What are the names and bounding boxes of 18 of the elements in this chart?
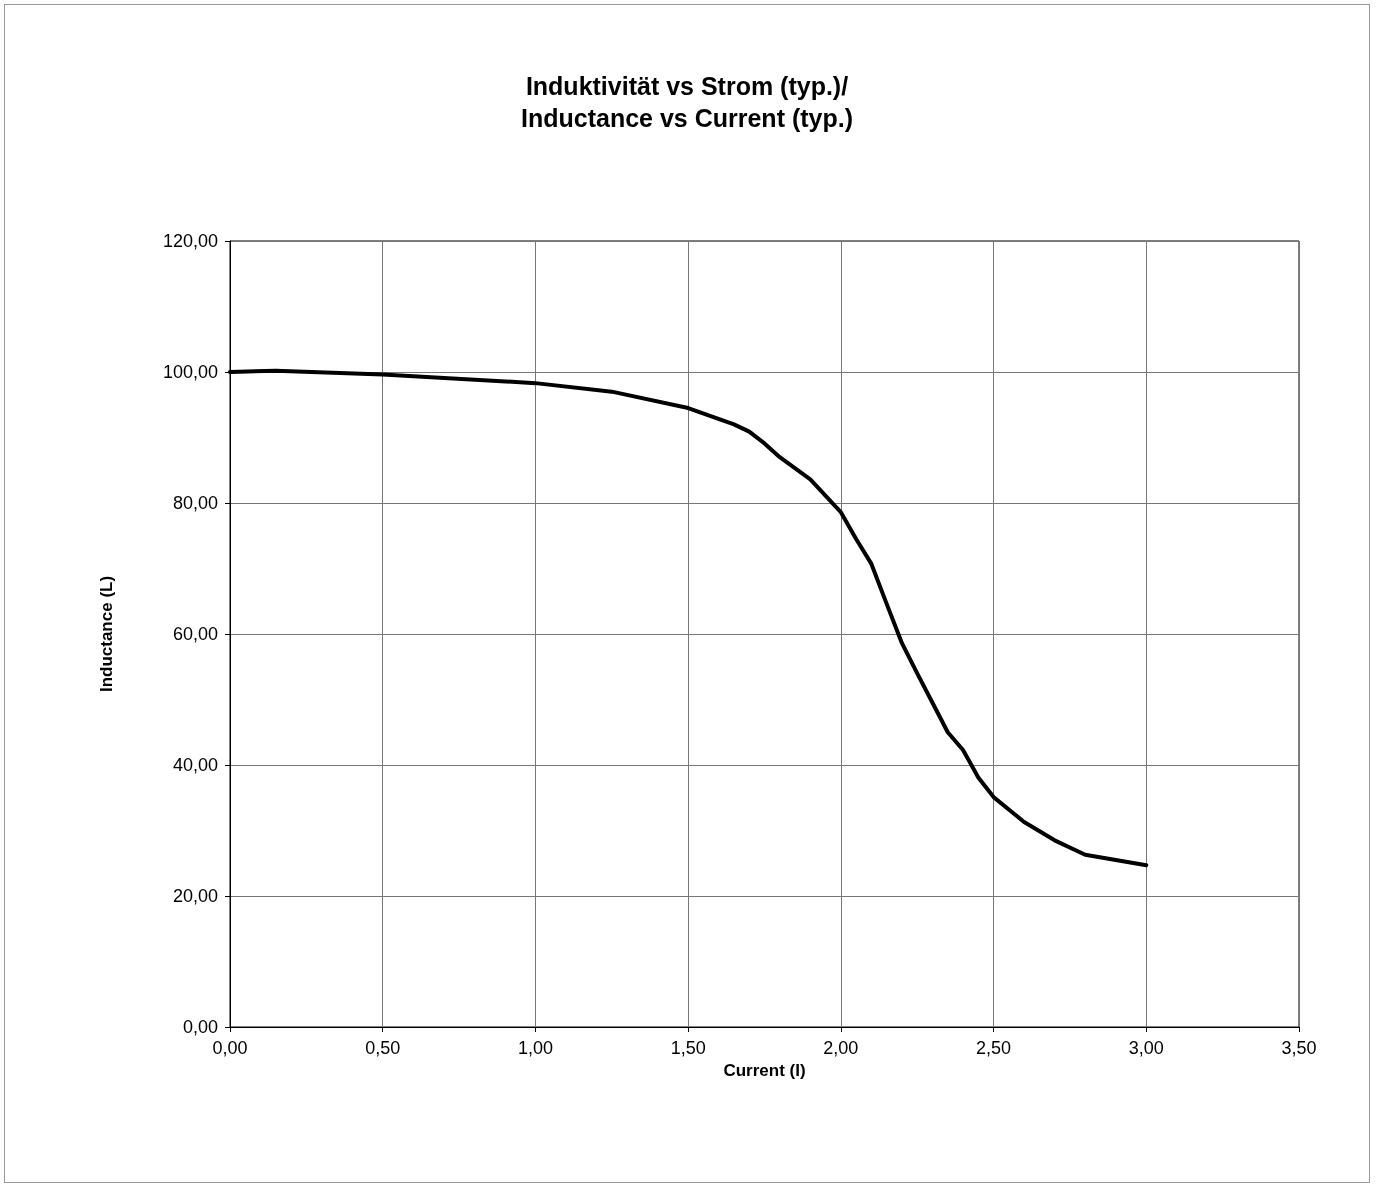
x-tick-label: 0,00 xyxy=(212,1038,248,1058)
y-tick-label: 120,00 xyxy=(162,231,218,251)
x-tick-label: 1,00 xyxy=(517,1038,553,1058)
chart-title: Induktivität vs Strom (typ.)/ Inductance vs Current (typ.) xyxy=(521,72,853,132)
x-tick-label: 2,00 xyxy=(823,1038,859,1058)
x-tick-label: 3,50 xyxy=(1281,1038,1317,1058)
y-tick-label: 20,00 xyxy=(172,886,218,906)
x-tick-label: 2,50 xyxy=(976,1038,1012,1058)
y-tick-label: 100,00 xyxy=(162,362,218,382)
y-tick-label: 80,00 xyxy=(172,493,218,513)
y-axis-title: Inductance (L) xyxy=(97,575,116,693)
y-tick-label: 60,00 xyxy=(172,624,218,644)
y-tick-label: 40,00 xyxy=(172,755,218,775)
x-tick-label: 1,50 xyxy=(670,1038,706,1058)
y-tick-label: 0,00 xyxy=(182,1017,218,1037)
x-tick-label: 0,50 xyxy=(365,1038,401,1058)
x-tick-label: 3,00 xyxy=(1128,1038,1164,1058)
x-axis-title: Current (I) xyxy=(723,1061,806,1080)
